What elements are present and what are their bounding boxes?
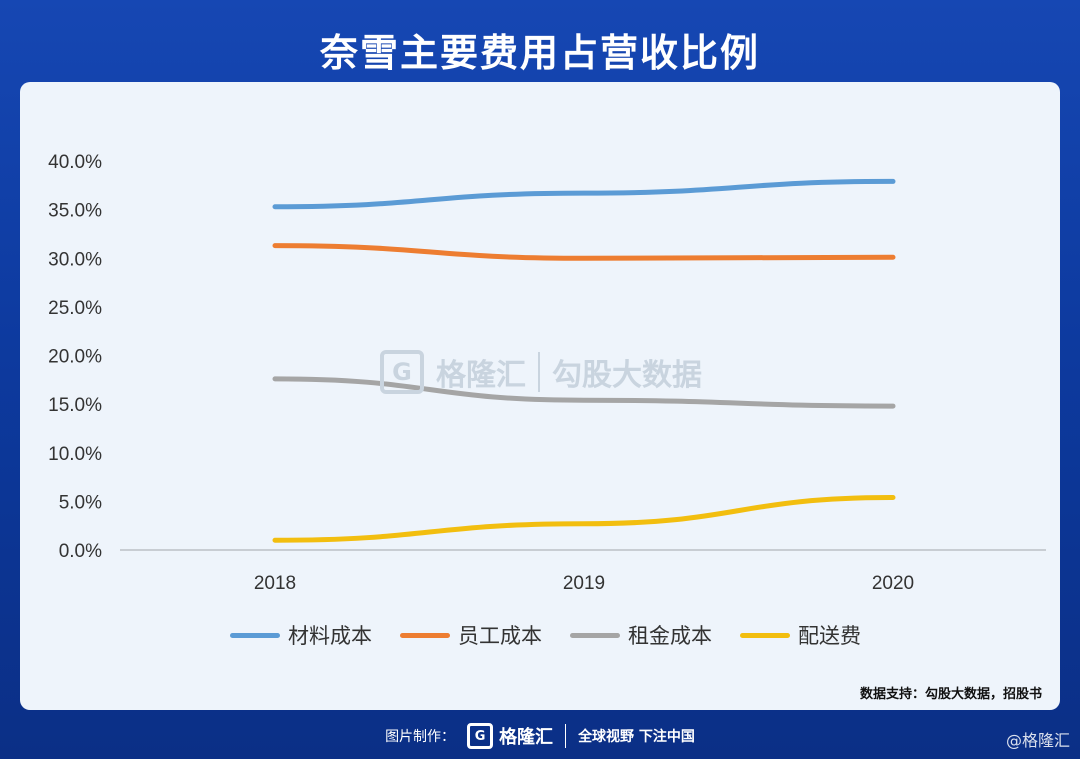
footer: 图片制作： G 格隆汇 全球视野 下注中国: [0, 718, 1080, 754]
y-tick-label: 40.0%: [48, 152, 102, 173]
y-tick-label: 20.0%: [48, 347, 102, 368]
footer-logo-text: 格隆汇: [499, 727, 554, 748]
chart-panel: 0.0% 5.0% 10.0% 15.0% 20.0% 25.0% 30.0% 35.0% 40…: [20, 82, 1060, 710]
footer-label: 图片制作：: [385, 729, 456, 745]
x-tick-label: 2019: [563, 573, 605, 594]
series-line-1: [272, 178, 896, 210]
chart-title: 奈雪主要费用占营收比例: [319, 31, 760, 75]
legend-swatch: [570, 632, 620, 638]
series-line-4: [272, 494, 896, 543]
legend-item: 员工成本: [400, 620, 542, 650]
y-tick-label: 15.0%: [48, 395, 102, 416]
watermark-divider: [538, 352, 540, 392]
legend-label: 配送费: [798, 624, 861, 648]
chart-legend: 材料成本 员工成本 租金成本 配送费: [230, 620, 861, 650]
y-tick-label: 30.0%: [48, 249, 102, 270]
x-tick-label: 2018: [254, 573, 296, 594]
footer-logo: G 格隆汇: [467, 723, 553, 749]
y-tick-label: 10.0%: [48, 444, 102, 465]
y-tick-label: 25.0%: [48, 298, 102, 319]
data-source: 数据支持：勾股大数据，招股书: [859, 687, 1042, 702]
y-tick-label: 35.0%: [48, 201, 102, 222]
watermark-brand: 勾股大数据: [552, 358, 702, 393]
y-tick-label: 5.0%: [59, 492, 102, 513]
x-tick-label: 2020: [872, 573, 914, 594]
y-tick-label: 0.0%: [59, 541, 102, 562]
legend-swatch: [230, 632, 280, 638]
watermark-logo-text: 格隆汇: [436, 358, 526, 393]
legend-swatch: [740, 632, 790, 638]
series-line-2: [272, 243, 896, 261]
watermark-logo-icon: G: [380, 350, 424, 394]
legend-item: 租金成本: [570, 620, 712, 650]
line-chart: 0.0% 5.0% 10.0% 15.0% 20.0% 25.0% 30.0% 35.0% 40…: [48, 152, 1046, 594]
legend-item: 材料成本: [230, 620, 372, 650]
legend-item: 配送费: [740, 620, 861, 650]
legend-swatch: [400, 632, 450, 638]
legend-label: 租金成本: [628, 624, 712, 648]
legend-label: 材料成本: [288, 624, 372, 648]
footer-logo-icon: G: [467, 723, 494, 749]
watermark: G 格隆汇 勾股大数据: [380, 350, 702, 394]
legend-label: 员工成本: [458, 624, 542, 648]
footer-divider: [565, 724, 567, 748]
corner-watermark: @格隆汇: [1005, 731, 1070, 750]
footer-slogan: 全球视野 下注中国: [578, 729, 695, 745]
